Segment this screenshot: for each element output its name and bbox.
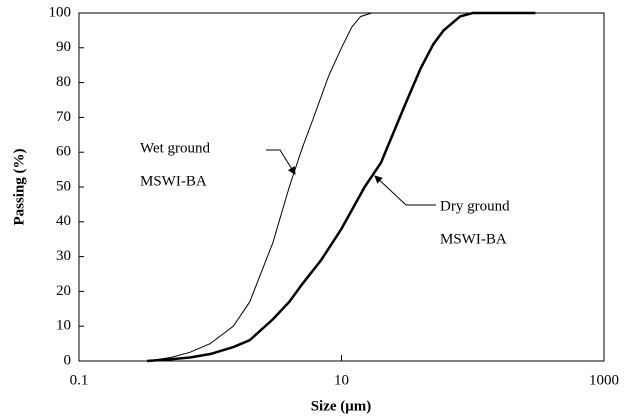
y-axis-title: Passing (%) xyxy=(11,148,27,225)
y-tick-label: 80 xyxy=(56,74,71,90)
y-tick-label: 20 xyxy=(56,283,71,299)
annotation-text: Wet ground xyxy=(140,140,211,156)
annotation-text: MSWI-BA xyxy=(440,231,507,247)
y-tick-label: 60 xyxy=(56,144,71,160)
y-tick-label: 100 xyxy=(49,4,72,20)
y-tick-label: 90 xyxy=(56,39,71,55)
annotation-arrow xyxy=(266,149,296,175)
annotation-text: Dry ground xyxy=(440,198,510,214)
y-tick-label: 70 xyxy=(56,109,71,125)
y-tick-label: 50 xyxy=(56,178,71,194)
x-tick-label: 1000 xyxy=(589,372,619,388)
series-line xyxy=(146,12,372,362)
y-tick-label: 40 xyxy=(56,213,71,229)
x-tick-label: 10 xyxy=(334,372,349,388)
y-tick-label: 30 xyxy=(56,248,71,264)
annotation-arrow xyxy=(374,175,436,206)
x-tick-label: 0.1 xyxy=(70,372,89,388)
x-axis-title: Size (μm) xyxy=(311,398,372,414)
annotation-text: MSWI-BA xyxy=(140,173,207,189)
y-tick-label: 0 xyxy=(64,352,72,368)
y-tick-label: 10 xyxy=(56,318,71,334)
series-line xyxy=(146,11,536,363)
